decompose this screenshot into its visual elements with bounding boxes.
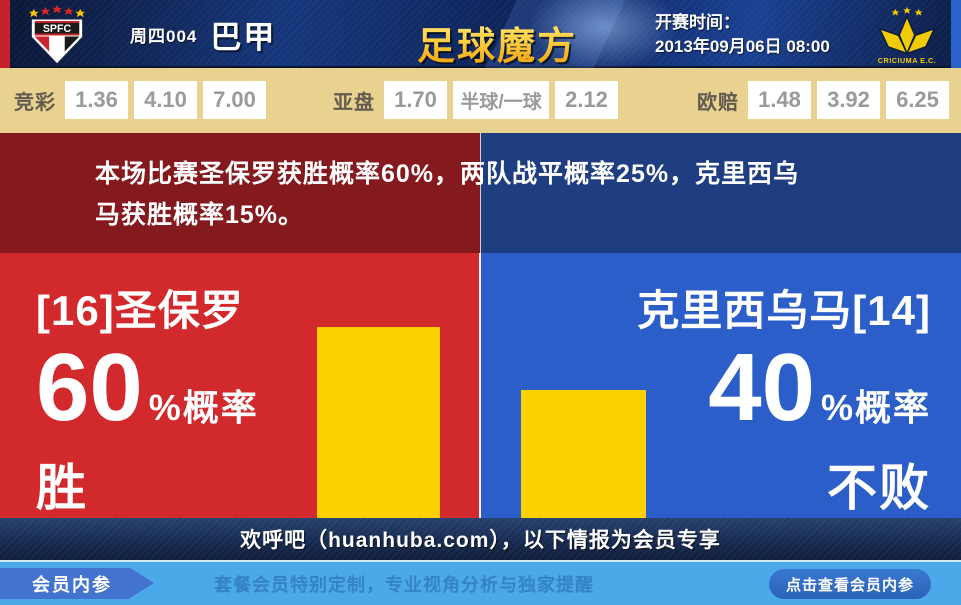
away-team-logo-icon: CRICIUMA E.C.	[870, 3, 944, 70]
ribbon-arrow-icon	[130, 568, 154, 598]
away-probability-value: 40	[708, 334, 815, 441]
home-team-logo-icon: SPFC	[26, 5, 88, 70]
vip-ribbon-label: 会员内参	[0, 568, 130, 599]
summary-text: 本场比赛圣保罗获胜概率60%，两队战平概率25%，克里西乌马获胜概率15%。	[95, 160, 800, 229]
odds-bar: 竞彩 1.36 4.10 7.00 亚盘 1.70 半球/一球 2.12 欧赔 …	[0, 68, 961, 133]
header-bar: SPFC 周四004 巴甲 足球魔方 开赛时间： 2013年09月06日 08:…	[0, 0, 961, 72]
site-logo: 足球魔方	[417, 15, 577, 70]
home-probability-bar	[317, 327, 440, 518]
away-team-name: 克里西乌马[14]	[637, 287, 931, 334]
footer-bar: 会员内参 套餐会员特别定制，专业视角分析与独家提醒 点击查看会员内参	[0, 560, 961, 605]
home-probability: 60 %概率	[36, 340, 479, 436]
euro-draw-odds: 3.92	[817, 81, 880, 119]
away-probability-suffix: %概率	[820, 387, 931, 428]
announcement-text: 欢呼吧（huanhuba.com），以下情报为会员专享	[240, 529, 721, 552]
euro-odds-group: 欧赔 1.48 3.92 6.25	[697, 81, 949, 119]
kickoff-label: 开赛时间：	[655, 13, 740, 32]
asian-label: 亚盘	[333, 91, 375, 114]
light-flare	[528, 0, 678, 72]
vip-ribbon: 会员内参	[0, 568, 154, 599]
league-name: 巴甲	[210, 19, 277, 55]
away-probability-bar	[521, 390, 646, 518]
asian-away-odds: 2.12	[555, 81, 618, 119]
summary-home-background	[0, 133, 480, 253]
vip-promo-text: 套餐会员特别定制，专业视角分析与独家提醒	[214, 574, 594, 595]
probability-summary: 本场比赛圣保罗获胜概率60%，两队战平概率25%，克里西乌马获胜概率15%。	[0, 133, 961, 253]
home-outcome-label: 胜	[36, 460, 88, 516]
match-number: 周四004	[130, 26, 198, 46]
euro-win-odds: 1.48	[748, 81, 811, 119]
svg-text:SPFC: SPFC	[43, 23, 72, 35]
jingcai-draw-odds: 4.10	[134, 81, 197, 119]
jingcai-odds-group: 竞彩 1.36 4.10 7.00	[14, 81, 266, 119]
home-team-name: [16]圣保罗	[36, 287, 244, 334]
asian-home-odds: 1.70	[384, 81, 447, 119]
kickoff-datetime: 2013年09月06日 08:00	[655, 37, 830, 56]
euro-label: 欧赔	[697, 91, 739, 114]
asian-handicap-line: 半球/一球	[453, 81, 549, 119]
away-color-strip	[951, 0, 961, 68]
svg-text:CRICIUMA E.C.: CRICIUMA E.C.	[878, 56, 936, 65]
away-outcome-label: 不败	[827, 460, 931, 516]
jingcai-lose-odds: 7.00	[203, 81, 266, 119]
jingcai-label: 竞彩	[14, 91, 56, 114]
summary-away-background	[480, 133, 961, 253]
announcement-bar: 欢呼吧（huanhuba.com），以下情报为会员专享	[0, 518, 961, 560]
home-probability-value: 60	[36, 334, 143, 441]
match-info: 周四004 巴甲	[130, 14, 277, 55]
view-vip-button[interactable]: 点击查看会员内参	[768, 569, 931, 599]
prediction-panels: [16]圣保罗 60 %概率 胜 克里西乌马[14] 40 %概率 不败	[0, 253, 961, 518]
kickoff-time: 开赛时间： 2013年09月06日 08:00	[655, 11, 830, 59]
euro-lose-odds: 6.25	[886, 81, 949, 119]
home-probability-suffix: %概率	[148, 387, 259, 428]
away-probability: 40 %概率	[708, 340, 931, 436]
home-color-strip	[0, 0, 10, 68]
asian-handicap-group: 亚盘 1.70 半球/一球 2.12	[333, 81, 618, 119]
jingcai-win-odds: 1.36	[65, 81, 128, 119]
